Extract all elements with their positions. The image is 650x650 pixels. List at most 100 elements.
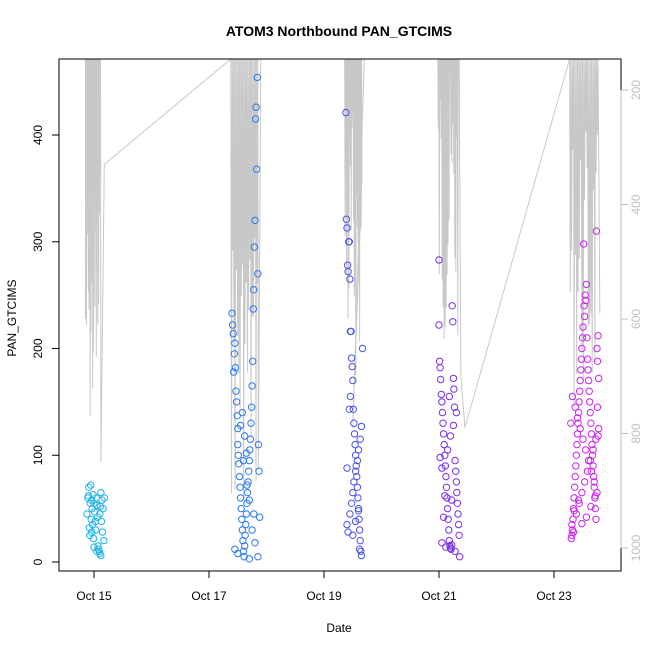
data-point bbox=[354, 507, 363, 515]
data-point bbox=[567, 534, 575, 543]
data-point bbox=[448, 302, 456, 310]
data-point bbox=[234, 451, 243, 459]
data-point bbox=[245, 456, 254, 465]
data-point bbox=[353, 456, 362, 465]
data-point bbox=[236, 494, 245, 502]
data-point bbox=[247, 419, 255, 427]
data-point bbox=[87, 481, 95, 489]
data-point bbox=[348, 362, 356, 371]
data-point bbox=[569, 528, 578, 536]
series-oct-20-21 bbox=[435, 256, 464, 561]
data-point bbox=[343, 464, 351, 472]
data-point bbox=[354, 504, 363, 513]
data-point bbox=[593, 344, 601, 353]
data-point bbox=[349, 488, 357, 497]
x-axis-label: Date bbox=[326, 621, 352, 635]
data-point bbox=[345, 405, 353, 413]
data-point bbox=[90, 543, 98, 551]
data-point bbox=[591, 504, 599, 513]
data-point bbox=[454, 510, 462, 518]
series-oct-19 bbox=[342, 108, 367, 560]
data-point bbox=[442, 543, 450, 551]
data-point bbox=[446, 432, 455, 440]
data-point bbox=[435, 357, 444, 365]
data-point bbox=[445, 392, 453, 401]
data-point bbox=[594, 332, 602, 340]
data-point bbox=[349, 531, 357, 539]
data-point bbox=[236, 421, 245, 430]
data-point bbox=[228, 309, 236, 317]
data-point bbox=[573, 440, 581, 449]
data-point bbox=[238, 408, 247, 417]
data-point bbox=[248, 382, 256, 390]
data-point bbox=[592, 435, 600, 443]
data-point bbox=[578, 334, 587, 342]
data-point bbox=[249, 305, 258, 313]
data-point bbox=[253, 73, 261, 82]
data-point bbox=[255, 467, 263, 475]
data-point bbox=[443, 446, 452, 454]
data-point bbox=[349, 376, 357, 385]
data-point bbox=[97, 488, 105, 497]
data-point bbox=[249, 357, 257, 365]
data-point bbox=[346, 275, 354, 283]
data-point bbox=[442, 483, 451, 491]
data-point bbox=[579, 323, 587, 331]
data-point bbox=[87, 515, 95, 523]
data-point bbox=[100, 536, 108, 545]
data-point bbox=[251, 539, 259, 547]
data-point bbox=[351, 440, 359, 449]
data-point bbox=[254, 553, 262, 561]
data-point bbox=[344, 267, 352, 276]
data-point bbox=[584, 366, 592, 374]
data-point bbox=[250, 243, 259, 251]
data-point bbox=[250, 510, 258, 518]
data-point bbox=[581, 312, 589, 321]
data-point bbox=[342, 215, 351, 224]
data-point bbox=[575, 398, 583, 406]
data-point bbox=[586, 408, 594, 417]
data-point bbox=[355, 545, 364, 553]
data-point bbox=[583, 334, 591, 342]
data-point bbox=[582, 296, 590, 305]
data-point bbox=[245, 496, 254, 504]
data-point bbox=[97, 517, 106, 526]
data-point bbox=[98, 496, 106, 504]
data-point bbox=[593, 357, 602, 365]
data-point bbox=[455, 531, 463, 539]
data-point bbox=[350, 478, 358, 486]
data-point bbox=[230, 350, 239, 358]
data-point bbox=[451, 547, 459, 555]
data-point bbox=[445, 526, 453, 534]
data-point bbox=[347, 354, 356, 362]
data-point bbox=[235, 472, 244, 481]
data-point bbox=[572, 451, 580, 459]
data-point bbox=[453, 499, 462, 507]
data-point bbox=[574, 408, 583, 417]
data-point bbox=[573, 414, 582, 422]
data-point bbox=[241, 542, 249, 550]
data-point bbox=[447, 496, 456, 504]
data-point bbox=[583, 355, 592, 363]
data-point bbox=[342, 108, 350, 117]
data-point bbox=[234, 440, 242, 449]
series-oct-23 bbox=[567, 227, 603, 543]
chart-title: ATOM3 Northbound PAN_GTCIMS bbox=[226, 23, 452, 39]
data-point bbox=[593, 403, 602, 411]
data-point bbox=[567, 419, 575, 427]
data-point bbox=[96, 510, 104, 518]
x-tick-label: Oct 15 bbox=[76, 589, 112, 603]
data-point bbox=[349, 405, 357, 413]
data-point bbox=[353, 483, 362, 491]
data-point bbox=[85, 483, 93, 491]
data-point bbox=[237, 504, 245, 513]
data-point bbox=[440, 440, 448, 449]
data-point bbox=[581, 478, 589, 486]
data-point bbox=[231, 364, 240, 372]
data-point bbox=[453, 488, 461, 497]
data-point bbox=[89, 534, 98, 543]
data-point bbox=[584, 376, 593, 385]
data-point bbox=[344, 528, 352, 536]
secondary-trace-line bbox=[85, 57, 601, 499]
data-point bbox=[236, 483, 244, 491]
